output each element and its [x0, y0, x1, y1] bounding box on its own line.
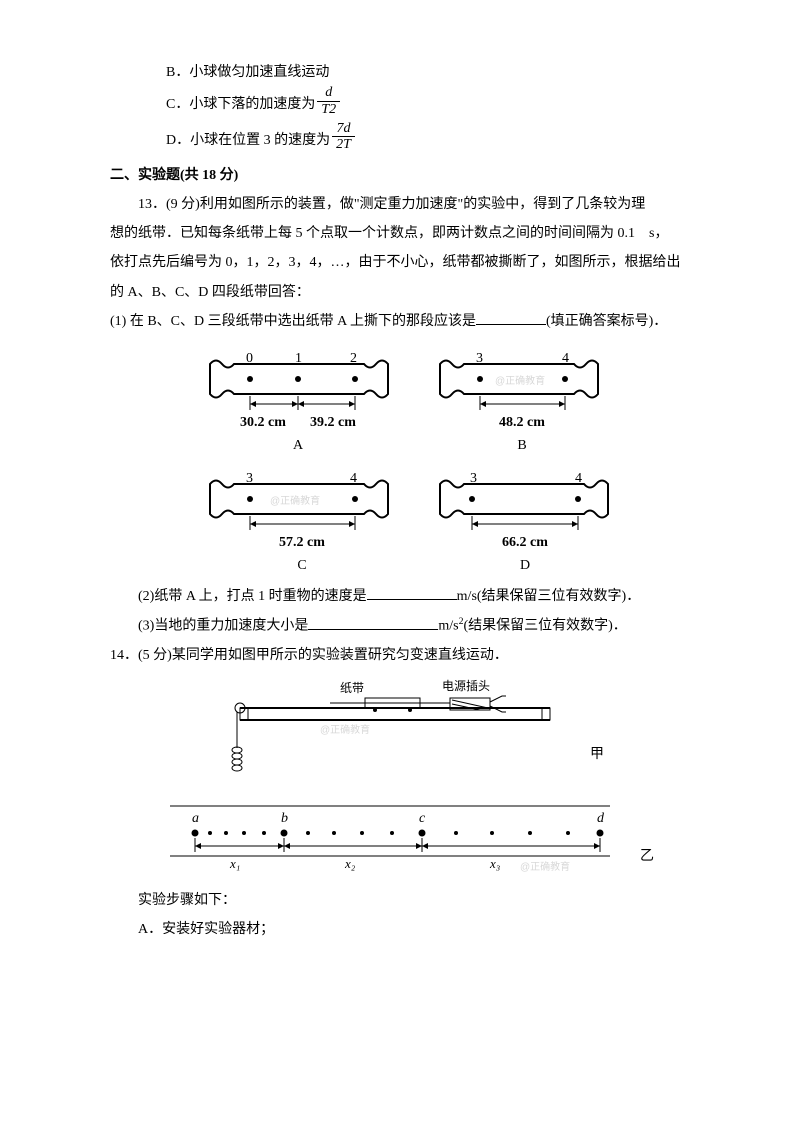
q13-p3-pre: (3)当地的重力加速度大小是	[138, 619, 308, 634]
q14-steps-title: 实验步骤如下：	[110, 888, 710, 913]
option-d-pre: D．小球在位置 3 的速度为	[166, 133, 330, 148]
q13-p2-blank	[367, 584, 457, 599]
svg-text:B: B	[517, 438, 526, 453]
svg-text:4: 4	[575, 471, 582, 486]
svg-text:C: C	[297, 558, 306, 573]
svg-text:d: d	[597, 811, 605, 826]
svg-text:@正确教育: @正确教育	[495, 374, 545, 387]
svg-text:乙: 乙	[640, 848, 654, 864]
q13-stem-3: 依打点先后编号为 0，1，2，3，4，…，由于不小心，纸带都被撕断了，如图所示，…	[110, 250, 710, 275]
q13-p1-post: (填正确答案标号)．	[546, 314, 667, 329]
svg-text:x₂: x₂	[344, 856, 356, 871]
q13-part3: (3)当地的重力加速度大小是m/s2(结果保留三位有效数字)．	[110, 613, 710, 639]
q13-p3-post: m/s	[438, 619, 458, 634]
svg-text:3: 3	[476, 351, 483, 366]
q14-fig2-svg: a b c d x₁ x₂ x₃ @正确教育 乙	[150, 798, 670, 878]
svg-text:a: a	[192, 811, 199, 826]
option-d: D．小球在位置 3 的速度为7d2T	[110, 125, 710, 157]
svg-text:A: A	[293, 438, 304, 453]
q14-step-a: A．安装好实验器材；	[110, 917, 710, 942]
svg-text:48.2 cm: 48.2 cm	[499, 415, 545, 430]
svg-text:甲: 甲	[590, 747, 604, 762]
svg-text:D: D	[520, 558, 530, 573]
svg-text:30.2 cm: 30.2 cm	[240, 415, 286, 430]
q13-stem-4: 的 A、B、C、D 四段纸带回答：	[110, 280, 710, 305]
svg-text:b: b	[281, 811, 288, 826]
svg-text:电源插头: 电源插头	[442, 679, 490, 693]
svg-text:39.2 cm: 39.2 cm	[310, 415, 356, 430]
section-2-heading: 二、实验题(共 18 分)	[110, 163, 710, 188]
q13-stem-1: 13．(9 分)利用如图所示的装置，做"测定重力加速度"的实验中，得到了几条较为…	[110, 192, 710, 217]
svg-text:57.2 cm: 57.2 cm	[279, 535, 325, 550]
q13-p1-blank	[476, 309, 546, 324]
q13-p3-blank	[308, 614, 438, 629]
svg-text:x₁: x₁	[229, 856, 240, 871]
q13-p3-end: (结果保留三位有效数字)．	[463, 619, 626, 634]
option-c-pre: C．小球下落的加速度为	[166, 97, 315, 112]
q14-stem: 14．(5 分)某同学用如图甲所示的实验装置研究匀变速直线运动．	[110, 643, 710, 668]
svg-text:@正确教育: @正确教育	[270, 494, 320, 507]
option-d-frac: 7d2T	[332, 121, 355, 153]
svg-text:4: 4	[350, 471, 357, 486]
q13-p2-pre: (2)纸带 A 上，打点 1 时重物的速度是	[138, 589, 367, 604]
svg-text:x₃: x₃	[489, 856, 500, 871]
svg-text:4: 4	[562, 351, 569, 366]
q13-part1: (1) 在 B、C、D 三段纸带中选出纸带 A 上撕下的那段应该是 (填正确答案标…	[110, 309, 710, 334]
q13-p1-pre: (1) 在 B、C、D 三段纸带中选出纸带 A 上撕下的那段应该是	[110, 314, 476, 329]
q13-tape-svg-2: 3 4 @正确教育 57.2 cm C 3 4 66.2 cm D	[190, 464, 630, 574]
q13-tape-svg-1: 0 1 2 30.2 cm 39.2 cm A 3 4 @正确教育 48.2 c…	[190, 344, 630, 454]
q13-part2: (2)纸带 A 上，打点 1 时重物的速度是 m/s(结果保留三位有效数字)．	[110, 584, 710, 609]
svg-text:c: c	[419, 811, 426, 826]
svg-text:1: 1	[295, 351, 302, 366]
q14-fig2: a b c d x₁ x₂ x₃ @正确教育 乙	[110, 798, 710, 878]
option-c: C．小球下落的加速度为dT2	[110, 89, 710, 121]
svg-text:0: 0	[246, 351, 253, 366]
q14-fig1-svg: 纸带 电源插头 @正确教育 甲	[190, 678, 630, 788]
svg-text:@正确教育: @正确教育	[520, 860, 570, 873]
option-c-frac: dT2	[317, 85, 340, 117]
q13-tape-row1: 0 1 2 30.2 cm 39.2 cm A 3 4 @正确教育 48.2 c…	[110, 344, 710, 454]
q13-tape-row2: 3 4 @正确教育 57.2 cm C 3 4 66.2 cm D	[110, 464, 710, 574]
option-b: B．小球做匀加速直线运动	[110, 60, 710, 85]
q13-stem-2: 想的纸带．已知每条纸带上每 5 个点取一个计数点，即两计数点之间的时间间隔为 0…	[110, 221, 710, 246]
svg-text:3: 3	[246, 471, 253, 486]
q14-fig1: 纸带 电源插头 @正确教育 甲	[110, 678, 710, 788]
svg-text:2: 2	[350, 351, 357, 366]
svg-text:@正确教育: @正确教育	[320, 723, 370, 736]
svg-text:3: 3	[470, 471, 477, 486]
svg-text:纸带: 纸带	[340, 681, 364, 695]
svg-text:66.2 cm: 66.2 cm	[502, 535, 548, 550]
q13-p2-post: m/s(结果保留三位有效数字)．	[457, 589, 641, 604]
